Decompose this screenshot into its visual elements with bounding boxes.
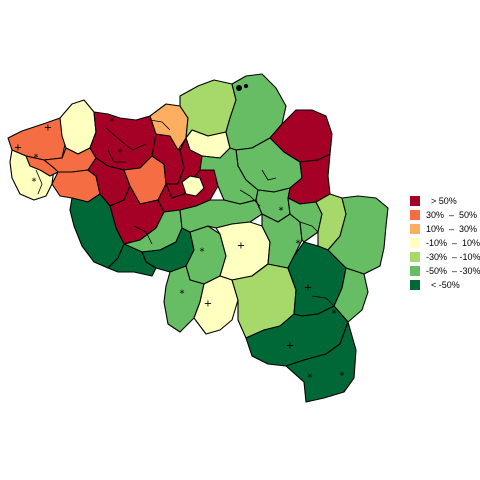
star-marker: *	[118, 148, 123, 159]
star-marker: *	[200, 247, 205, 258]
regions-layer	[7, 73, 389, 403]
legend-label-c4: -10% – 10%	[426, 238, 480, 248]
star-marker: *	[279, 206, 284, 217]
plus-marker: +	[44, 123, 52, 134]
legend-swatch-c2	[410, 210, 420, 220]
region-eupen-verviers	[327, 195, 389, 275]
star-marker: *	[340, 371, 345, 382]
markers-layer: + + * * * * + + * * + * + * * * *	[14, 117, 345, 384]
region-philippeville	[193, 275, 239, 335]
star-marker: *	[32, 177, 37, 188]
inner-line	[105, 127, 147, 151]
legend-swatch-c3	[410, 224, 420, 234]
plus-marker: +	[14, 143, 22, 154]
plus-marker: +	[204, 299, 212, 310]
region-liege	[287, 197, 323, 243]
legend-label-c2: 30% – 50%	[426, 210, 477, 220]
star-marker: *	[110, 117, 115, 128]
region-mons	[107, 243, 157, 277]
plus-marker: +	[237, 241, 245, 252]
inner-line	[35, 169, 43, 195]
legend-label-c3: 10% – 30%	[426, 224, 477, 234]
plus-marker: +	[286, 341, 294, 352]
region-brussel	[181, 175, 205, 197]
region-bastogne	[333, 267, 369, 323]
legend-swatch-c5	[410, 252, 420, 262]
legend-swatch-c4	[410, 238, 420, 248]
legend-label-c6: -50% – -30%	[426, 266, 480, 276]
plus-marker: +	[304, 283, 312, 294]
inner-line	[149, 119, 171, 131]
inner-line	[133, 225, 153, 245]
enclave-1	[236, 85, 242, 91]
legend-label-c5: -30% – -10%	[426, 252, 480, 262]
star-marker: *	[180, 289, 185, 300]
legend: > 50% 30% – 50% 10% – 30% -10% – 10% -30% – …	[410, 196, 480, 290]
legend-label-c7: < -50%	[426, 280, 460, 290]
region-oostende-brugge	[25, 155, 59, 177]
star-marker: *	[308, 373, 313, 384]
baarle-enclaves	[236, 83, 249, 91]
star-marker: *	[332, 309, 337, 320]
enclave-2	[243, 83, 249, 89]
inner-line	[239, 189, 261, 207]
inner-boundaries	[35, 119, 335, 307]
legend-swatch-c1	[410, 196, 420, 206]
inner-line	[261, 169, 277, 181]
inner-line	[107, 149, 126, 163]
region-nivelles	[179, 199, 263, 233]
star-marker: *	[34, 153, 39, 164]
star-marker: *	[296, 239, 301, 250]
legend-swatch-c7	[410, 280, 420, 290]
legend-label-c1: > 50%	[426, 196, 457, 206]
legend-swatch-c6	[410, 266, 420, 276]
region-kortrijk	[51, 169, 101, 203]
region-virton-arlon	[285, 321, 357, 403]
inner-line	[299, 221, 319, 233]
inner-line	[311, 295, 335, 307]
